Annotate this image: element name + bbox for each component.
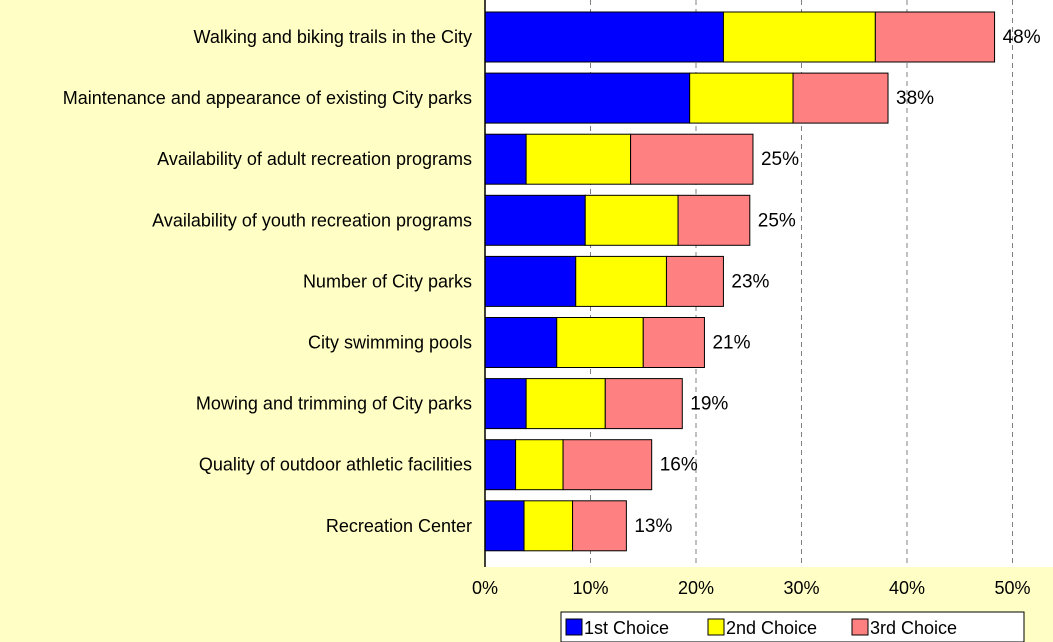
bar-segment: [484, 255, 577, 307]
legend: 1st Choice 2nd Choice 3rd Choice: [560, 611, 1025, 642]
x-axis-ticks: 0% 10% 20% 30% 40% 50%: [472, 578, 1031, 598]
category-labels: Walking and biking trails in the City Mai…: [63, 27, 472, 536]
bars: [484, 11, 996, 552]
bar-segment: [484, 11, 724, 63]
total-label: 38%: [896, 88, 934, 109]
total-label: 19%: [690, 394, 728, 415]
bar-segment: [642, 317, 705, 368]
bar-segment: [484, 72, 691, 124]
bar-segment: [874, 11, 996, 63]
legend-label: 3rd Choice: [870, 618, 957, 638]
bar-segment: [484, 378, 527, 430]
bar-segment: [575, 255, 667, 307]
category-label: Number of City parks: [303, 271, 472, 291]
total-label: 23%: [731, 271, 769, 292]
total-label: 13%: [634, 516, 672, 537]
x-tick-label: 0%: [472, 578, 498, 598]
bar-segment: [484, 317, 558, 368]
bar-segment: [722, 11, 876, 63]
legend-swatch: [851, 618, 869, 636]
x-tick-label: 50%: [994, 578, 1030, 598]
category-label: Recreation Center: [326, 516, 472, 536]
bar-segment: [604, 378, 683, 430]
category-label: Walking and biking trails in the City: [194, 27, 472, 47]
x-tick-label: 10%: [572, 578, 608, 598]
bar-segment: [584, 194, 679, 246]
bar-segment: [523, 500, 574, 552]
total-label: 25%: [758, 210, 796, 231]
total-label: 48%: [1003, 27, 1041, 48]
bar-segment: [689, 72, 794, 124]
bar-segment: [484, 194, 586, 246]
category-label: Availability of adult recreation program…: [157, 149, 472, 169]
legend-swatch: [565, 618, 583, 636]
bar-segment: [484, 439, 517, 491]
legend-items: 1st Choice 2nd Choice 3rd Choice: [565, 618, 957, 638]
total-labels: 48% 38% 25% 25% 23% 21% 19% 16% 13%: [634, 27, 1040, 537]
category-label: Availability of youth recreation program…: [152, 210, 472, 230]
bar-segment: [562, 439, 653, 491]
category-label: Maintenance and appearance of existing C…: [63, 88, 472, 108]
category-label: Mowing and trimming of City parks: [196, 394, 472, 414]
bar-segment: [665, 255, 724, 307]
bar-segment: [484, 500, 525, 552]
bar-segment: [484, 133, 527, 185]
legend-swatch: [707, 618, 725, 636]
total-label: 25%: [761, 149, 799, 170]
category-label: City swimming pools: [308, 333, 472, 353]
bar-segment: [630, 133, 754, 185]
bar-segment: [556, 317, 644, 368]
x-tick-label: 20%: [678, 578, 714, 598]
bar-segment: [515, 439, 564, 491]
bar-segment: [525, 133, 632, 185]
legend-box: [560, 611, 1025, 642]
bar-segment: [677, 194, 751, 246]
total-label: 16%: [660, 455, 698, 476]
total-label: 21%: [712, 333, 750, 354]
x-tick-label: 40%: [889, 578, 925, 598]
bar-segment: [525, 378, 606, 430]
x-tick-label: 30%: [783, 578, 819, 598]
bar-segment: [572, 500, 627, 552]
legend-label: 2nd Choice: [726, 618, 817, 638]
category-label: Quality of outdoor athletic facilities: [199, 455, 472, 475]
bar-segment: [792, 72, 889, 124]
legend-label: 1st Choice: [584, 618, 669, 638]
